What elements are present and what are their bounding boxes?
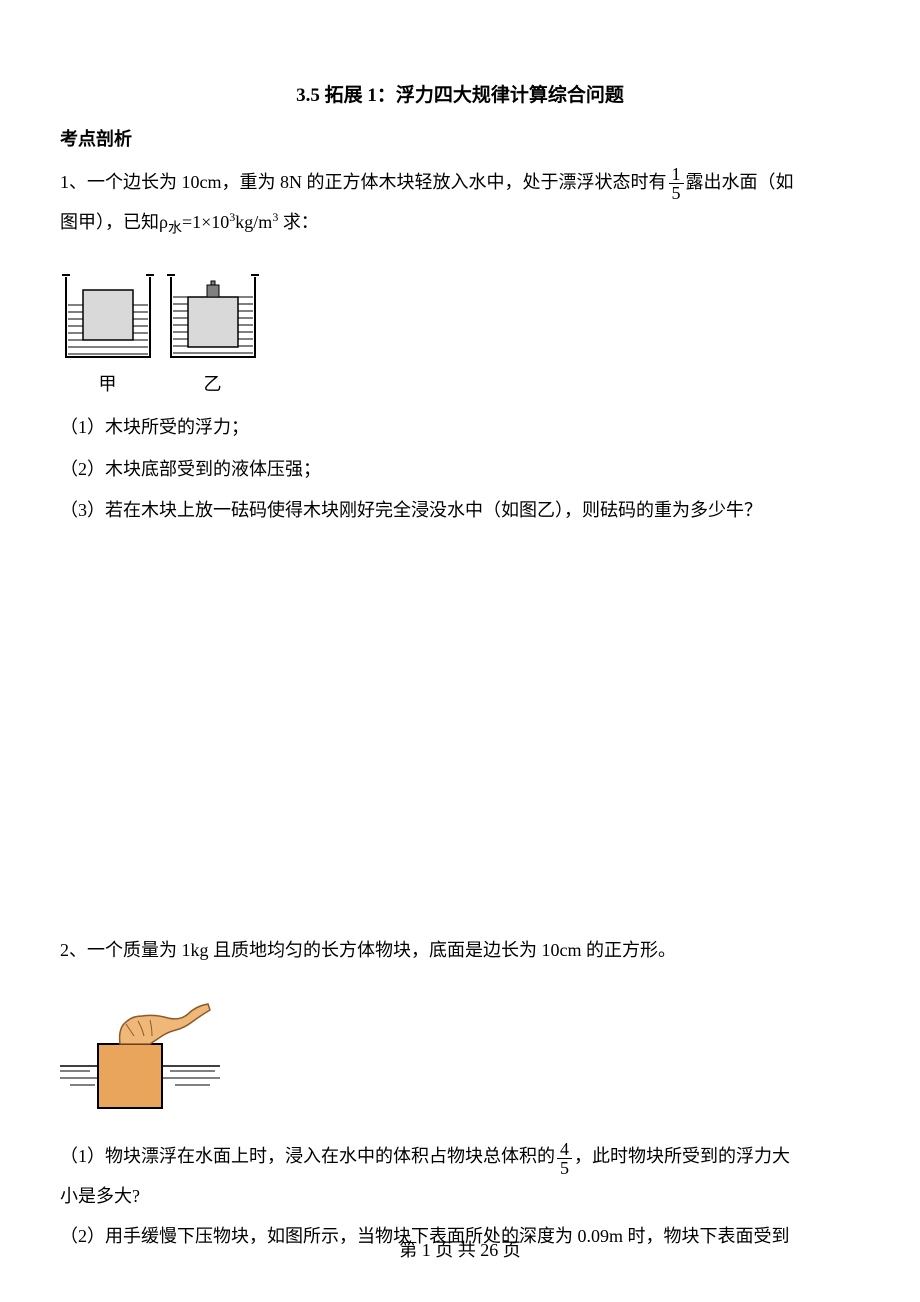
figure-1b-column: 乙 — [165, 257, 260, 396]
page-footer: 第 1 页 共 26 页 — [0, 1236, 920, 1262]
p1-text2: 露出水面（如 — [686, 172, 794, 192]
p2-q1-text1: （1）物块漂浮在水面上时，浸入在水中的体积占物块总体积的 — [60, 1146, 555, 1166]
figure-1b-beaker-icon — [165, 257, 260, 362]
fraction-denominator: 5 — [669, 184, 684, 202]
p2-q1-text2: ，此时物块所受到的浮力大 — [574, 1146, 790, 1166]
p1-text4: =1×10 — [182, 212, 229, 232]
figure-2-hand-press-icon — [60, 986, 220, 1116]
footer-text1: 第 — [399, 1240, 422, 1260]
problem-1-text-line2: 图甲），已知ρ水=1×103kg/m3 求： — [60, 203, 860, 245]
figure-1b-label: 乙 — [204, 370, 222, 396]
p1-text1: 1、一个边长为 10cm，重为 8N 的正方体木块轻放入水中，处于漂浮状态时有 — [60, 172, 667, 192]
figure-1a-column: 甲 — [60, 257, 155, 396]
fraction-denominator-2: 5 — [557, 1159, 572, 1177]
figure-1-container: 甲 乙 — [60, 257, 860, 396]
fraction-numerator: 1 — [669, 165, 684, 184]
fraction-one-fifth: 15 — [669, 165, 684, 202]
problem-2-text: 2、一个质量为 1kg 且质地均匀的长方体物块，底面是边长为 10cm 的正方形… — [60, 931, 860, 971]
figure-1a-label: 甲 — [99, 370, 117, 396]
document-title: 3.5 拓展 1：浮力四大规律计算综合问题 — [60, 80, 860, 107]
footer-current-page: 1 — [422, 1240, 431, 1260]
figure-2-container — [60, 986, 860, 1121]
problem-2-q1-line2: 小是多大? — [60, 1177, 860, 1217]
p1-text5: kg/m — [235, 212, 272, 232]
fraction-four-fifths: 45 — [557, 1140, 572, 1177]
p1-text3: 图甲），已知ρ — [60, 212, 168, 232]
problem-1-q1: （1）木块所受的浮力； — [60, 408, 860, 448]
problem-1-q2: （2）木块底部受到的液体压强； — [60, 450, 860, 490]
spacer — [60, 531, 860, 931]
problem-1-q3: （3）若在木块上放一砝码使得木块刚好完全浸没水中（如图乙），则砝码的重为多少牛？ — [60, 491, 860, 531]
footer-total-pages: 26 — [480, 1240, 498, 1260]
figure-1a-beaker-icon — [60, 257, 155, 362]
fraction-numerator-2: 4 — [557, 1140, 572, 1159]
problem-2-q1: （1）物块漂浮在水面上时，浸入在水中的体积占物块总体积的45，此时物块所受到的浮… — [60, 1137, 860, 1177]
p1-text6: 求： — [278, 212, 319, 232]
footer-text2: 页 共 — [431, 1240, 481, 1260]
footer-text3: 页 — [498, 1240, 521, 1260]
problem-1-text: 1、一个边长为 10cm，重为 8N 的正方体木块轻放入水中，处于漂浮状态时有1… — [60, 163, 860, 203]
subscript-water: 水 — [168, 221, 182, 236]
section-heading: 考点剖析 — [60, 125, 860, 151]
